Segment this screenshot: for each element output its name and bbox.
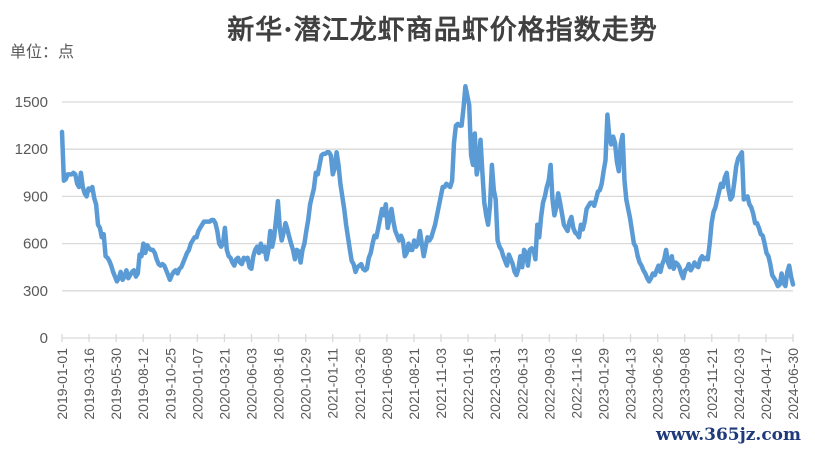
x-tick-label: 2024-02-03 bbox=[731, 348, 747, 420]
x-tick-label: 2019-03-16 bbox=[81, 348, 97, 420]
x-tick-label: 2023-06-26 bbox=[650, 348, 666, 420]
x-tick-label: 2020-08-16 bbox=[271, 348, 287, 420]
x-axis: 2019-01-01 2019-03-16 2019-05-30 2019-08-12… bbox=[54, 334, 801, 420]
x-tick-label: 2021-06-08 bbox=[379, 348, 395, 420]
x-tick-label: 2022-11-16 bbox=[568, 348, 584, 419]
x-tick-label: 2023-11-21 bbox=[704, 348, 720, 419]
x-tick-label: 2019-01-01 bbox=[54, 348, 70, 420]
x-tick-label: 2022-06-13 bbox=[514, 348, 530, 420]
x-tick-label: 2024-06-30 bbox=[785, 348, 801, 420]
gridlines bbox=[62, 101, 793, 339]
x-tick-label: 2024-04-17 bbox=[758, 348, 774, 420]
x-tick-label: 2022-09-03 bbox=[541, 348, 557, 420]
x-tick-label: 2023-01-29 bbox=[595, 348, 611, 420]
x-tick-label: 2022-03-31 bbox=[487, 348, 503, 420]
y-tick-label: 900 bbox=[23, 188, 48, 205]
x-tick-label: 2019-08-12 bbox=[135, 348, 151, 420]
chart-title: 新华·潜江龙虾商品虾价格指数走势 bbox=[227, 15, 658, 46]
x-tick-label: 2021-11-03 bbox=[433, 348, 449, 419]
x-tick-label: 2023-04-13 bbox=[623, 348, 639, 420]
y-axis-ticks: 0 300 600 900 1200 1500 bbox=[15, 94, 48, 347]
x-tick-label: 2020-03-21 bbox=[216, 348, 232, 420]
x-tick-label: 2021-03-26 bbox=[352, 348, 368, 420]
x-tick-label: 2021-01-11 bbox=[325, 348, 341, 419]
x-tick-label: 2022-01-16 bbox=[460, 348, 476, 420]
y-tick-label: 1200 bbox=[15, 141, 48, 158]
y-tick-label: 1500 bbox=[15, 94, 48, 111]
y-axis-unit-label: 单位：点 bbox=[10, 42, 75, 61]
x-tick-label: 2019-10-25 bbox=[162, 348, 178, 420]
y-tick-label: 600 bbox=[23, 236, 48, 253]
x-tick-label: 2021-08-21 bbox=[406, 348, 422, 420]
x-tick-label: 2019-05-30 bbox=[108, 348, 124, 420]
price-index-line bbox=[59, 84, 796, 289]
x-tick-label: 2023-09-08 bbox=[677, 348, 693, 420]
x-tick-label: 2020-01-07 bbox=[189, 348, 205, 420]
x-tick-label: 2020-06-03 bbox=[244, 348, 260, 420]
x-tick-label: 2020-10-29 bbox=[298, 348, 314, 420]
watermark-text: www.365jz.com bbox=[656, 425, 801, 445]
y-tick-label: 300 bbox=[23, 283, 48, 300]
y-tick-label: 0 bbox=[40, 330, 48, 347]
